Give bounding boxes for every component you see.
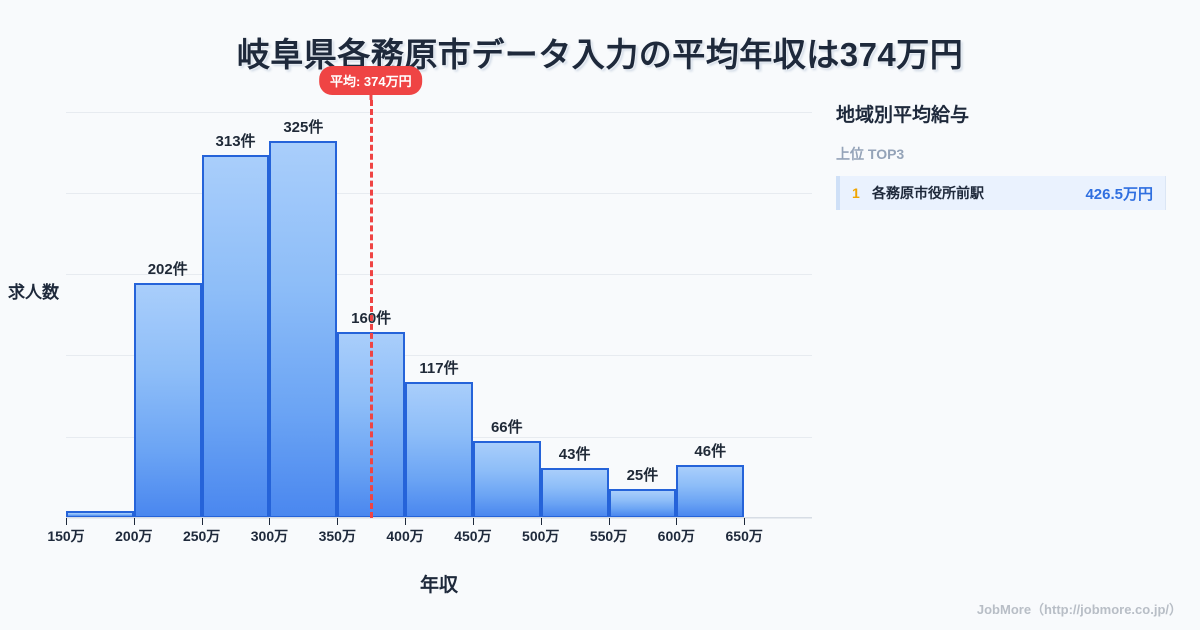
bar-value-label: 25件	[626, 466, 659, 484]
average-line	[369, 100, 373, 518]
x-axis-tick-label: 250万	[182, 528, 221, 544]
bar-slot[interactable]: 202件	[133, 100, 202, 518]
rank-area-name: 各務原市役所前駅	[872, 185, 984, 201]
bar-value-label: 46件	[694, 442, 727, 460]
x-axis-tick	[744, 518, 746, 525]
gridline	[66, 192, 812, 194]
bar[interactable]	[540, 468, 609, 518]
rank-salary-value: 426.5万円	[1085, 185, 1153, 203]
x-axis-tick	[472, 518, 474, 525]
x-axis-tick-label: 200万	[115, 528, 153, 544]
bar[interactable]	[269, 140, 338, 518]
bar[interactable]	[405, 382, 473, 518]
x-axis-tick-label: 400万	[386, 528, 424, 544]
bar[interactable]	[201, 154, 270, 518]
bar-slot[interactable]: 117件	[405, 100, 473, 518]
bar-value-label: 313件	[215, 132, 256, 150]
x-axis-tick-label: 350万	[318, 528, 356, 544]
x-axis-tick	[269, 518, 271, 525]
x-axis-tick	[133, 518, 135, 525]
x-axis-tick	[66, 518, 67, 525]
bar-slot[interactable]	[66, 100, 134, 518]
x-axis-tick-label: 300万	[250, 528, 289, 544]
x-axis-tick	[540, 518, 542, 525]
rank-row[interactable]: 1 各務原市役所前駅 426.5万円	[836, 176, 1166, 210]
bar-slot[interactable]: 313件	[201, 100, 270, 518]
x-axis-tick-label: 500万	[522, 528, 560, 544]
x-axis-tick	[676, 518, 678, 525]
x-axis-tick	[405, 518, 407, 525]
axis-baseline	[66, 517, 812, 518]
bar-series: 202件 313件 325件 160件 117件 66件 43件 25件 46件	[66, 100, 812, 518]
x-axis-tick-label: 450万	[454, 528, 492, 544]
footer-watermark: JobMore（http://jobmore.co.jp/）	[976, 602, 1182, 617]
x-axis-title: 年収	[419, 575, 458, 596]
gridline	[66, 355, 812, 357]
rank-list: 1 各務原市役所前駅 426.5万円	[836, 176, 1166, 210]
x-axis-tick	[337, 518, 339, 525]
bar-value-label: 117件	[419, 360, 459, 378]
x-axis-tick-label: 650万	[725, 528, 763, 544]
bar-slot[interactable]: 43件	[540, 100, 609, 518]
gridline	[66, 518, 812, 519]
bar[interactable]	[133, 283, 202, 518]
gridline	[66, 274, 812, 276]
bar-value-label: 66件	[490, 419, 523, 437]
bar-slot[interactable]: 66件	[472, 100, 541, 518]
bar-slot[interactable]: 325件	[269, 100, 338, 518]
sidebar-heading: 地域別平均給与	[836, 105, 970, 126]
x-axis-tick-label: 150万	[47, 528, 85, 544]
rank-number: 1	[852, 185, 860, 201]
sidebar: 地域別平均給与 上位 TOP3 1 各務原市役所前駅 426.5万円	[836, 100, 1166, 210]
bar[interactable]	[608, 488, 677, 518]
bar-value-label: 202件	[147, 261, 188, 279]
x-axis-tick-label: 600万	[657, 528, 696, 544]
bar-slot[interactable]: 25件	[608, 100, 677, 518]
plot-area: 202件 313件 325件 160件 117件 66件 43件 25件 46件 平均: 374…	[66, 66, 812, 525]
sidebar-subheading: 上位 TOP3	[836, 146, 905, 162]
y-axis-title: 求人数	[8, 283, 59, 302]
x-axis-tick-label: 550万	[589, 528, 628, 544]
bar-slot[interactable]: 46件	[676, 100, 745, 518]
average-line-stub	[369, 91, 373, 100]
bar[interactable]	[676, 464, 745, 518]
bar-value-label: 43件	[558, 446, 591, 464]
bar-value-label: 325件	[283, 118, 324, 136]
chart-panel: 求人数 202件 313件 325件 160件 117件 66件 43件 25件 46件 平均:…	[0, 66, 830, 610]
x-axis-tick	[201, 518, 203, 525]
page-title: 岐阜県各務原市データ入力の平均年収は374万円	[236, 36, 964, 73]
x-axis-tick	[608, 518, 610, 525]
average-badge: 平均: 374万円	[318, 66, 423, 95]
bar[interactable]	[472, 441, 541, 518]
gridline	[66, 111, 812, 113]
